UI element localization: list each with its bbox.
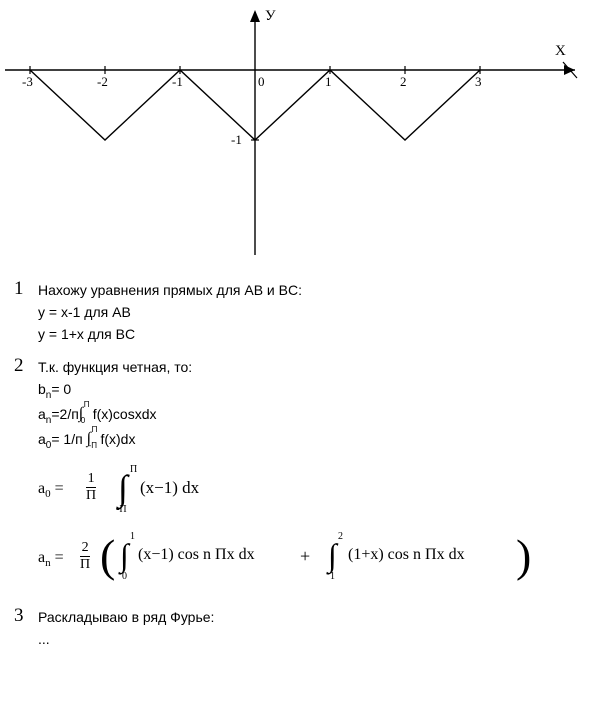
f2-integral1-icon: ∫ bbox=[120, 539, 129, 571]
graph-chart: У Х -3 -2 -1 0 1 2 3 -1 bbox=[0, 0, 593, 260]
section-1-number: 1 bbox=[14, 278, 24, 300]
a0-integral-icon: П∫-П bbox=[87, 430, 97, 444]
s2-line1: Т.к. функция четная, то: bbox=[38, 357, 580, 378]
tick-x-neg3: -3 bbox=[22, 74, 33, 90]
y-axis-label: У bbox=[265, 8, 276, 25]
f1-int-upper: П bbox=[130, 464, 137, 475]
tick-x-2: 2 bbox=[400, 74, 407, 90]
graph-svg bbox=[0, 0, 593, 260]
f1-body: (x−1) dx bbox=[140, 478, 199, 498]
content-area: 1 Нахожу уравнения прямых для AB и BC: y… bbox=[20, 280, 580, 662]
formula-a0: a0 = 1 П ∫ П -П (x−1) dx bbox=[38, 462, 580, 517]
a0-var: a bbox=[38, 431, 46, 447]
formula-an: an = 2 П ( ∫ 1 0 (x−1) cos n Пx dx + ∫ 2… bbox=[38, 525, 580, 595]
f2-eq: = bbox=[51, 549, 64, 566]
tick-x-3: 3 bbox=[475, 74, 482, 90]
bn-var: b bbox=[38, 381, 46, 397]
f2-plus: + bbox=[300, 546, 310, 567]
s1-line1: Нахожу уравнения прямых для AB и BC: bbox=[38, 280, 580, 301]
an-pre: =2/п bbox=[51, 406, 78, 422]
tick-x-1: 1 bbox=[325, 74, 332, 90]
s1-line3: y = 1+x для BC bbox=[38, 324, 580, 345]
f2-open-paren: ( bbox=[100, 533, 115, 579]
f2-int2-lower: 1 bbox=[330, 571, 335, 582]
f2-integral2-icon: ∫ bbox=[328, 539, 337, 571]
section-2: 2 Т.к. функция четная, то: bn= 0 an=2/пП… bbox=[20, 357, 580, 595]
tick-x-neg2: -2 bbox=[97, 74, 108, 90]
section-1: 1 Нахожу уравнения прямых для AB и BC: y… bbox=[20, 280, 580, 345]
f2-body1: (x−1) cos n Пx dx bbox=[138, 546, 255, 564]
f1-integral-icon: ∫ bbox=[118, 470, 128, 506]
s1-line2: y = x-1 для AB bbox=[38, 302, 580, 323]
a0-pre: = 1/п bbox=[51, 431, 86, 447]
f1-eq: = bbox=[51, 480, 64, 497]
f1-fraction: 1 П bbox=[86, 472, 96, 503]
tick-x-0: 0 bbox=[258, 74, 265, 90]
s2-bn: bn= 0 bbox=[38, 379, 580, 403]
x-axis-label: Х bbox=[555, 43, 566, 60]
f2-int1-lower: 0 bbox=[122, 571, 127, 582]
bn-rest: = 0 bbox=[51, 381, 71, 397]
section-3-number: 3 bbox=[14, 605, 24, 627]
tick-y-neg1: -1 bbox=[231, 132, 242, 148]
s2-an: an=2/пП∫0 f(x)cosxdx bbox=[38, 404, 580, 428]
an-integral-icon: П∫0 bbox=[79, 405, 89, 419]
section-3: 3 Раскладываю в ряд Фурье: ... bbox=[20, 607, 580, 650]
an-post: f(x)cosxdx bbox=[93, 406, 157, 422]
s3-line2: ... bbox=[38, 629, 580, 650]
tick-x-neg1: -1 bbox=[172, 74, 183, 90]
a0-post: f(x)dx bbox=[100, 431, 135, 447]
an-var: a bbox=[38, 406, 46, 422]
section-2-number: 2 bbox=[14, 355, 24, 377]
f1-int-lower: -П bbox=[116, 504, 127, 515]
s2-a0: a0= 1/п П∫-П f(x)dx bbox=[38, 429, 580, 453]
f2-close-paren: ) bbox=[516, 533, 531, 579]
f2-int2-upper: 2 bbox=[338, 531, 343, 542]
f2-body2: (1+x) cos n Пx dx bbox=[348, 546, 465, 564]
f2-int1-upper: 1 bbox=[130, 531, 135, 542]
s3-line1: Раскладываю в ряд Фурье: bbox=[38, 607, 580, 628]
f2-fraction: 2 П bbox=[80, 541, 90, 572]
